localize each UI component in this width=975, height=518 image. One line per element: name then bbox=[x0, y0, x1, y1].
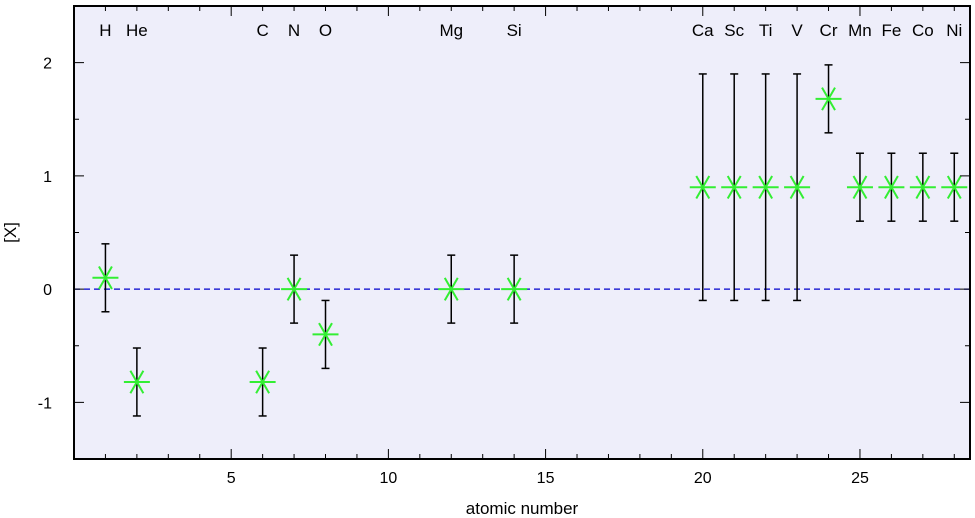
data-point bbox=[689, 175, 716, 199]
element-label: Co bbox=[912, 21, 934, 40]
x-axis-label: atomic number bbox=[466, 499, 579, 518]
data-point bbox=[281, 277, 308, 301]
element-label: Ca bbox=[692, 21, 714, 40]
data-point bbox=[846, 175, 873, 199]
x-tick-label: 15 bbox=[537, 470, 555, 487]
element-label: Ni bbox=[946, 21, 962, 40]
element-label: Cr bbox=[820, 21, 838, 40]
y-tick-label: 2 bbox=[43, 56, 52, 73]
data-point bbox=[501, 277, 528, 301]
element-labels: H He C N O Mg Si Ca Sc Ti V Cr Mn Fe Co Ni bbox=[99, 21, 962, 40]
element-label: He bbox=[126, 21, 148, 40]
x-tick-label: 25 bbox=[851, 470, 869, 487]
data-point bbox=[784, 175, 811, 199]
element-label: H bbox=[99, 21, 111, 40]
element-label: C bbox=[256, 21, 268, 40]
y-tick-label: 1 bbox=[43, 169, 52, 186]
element-label: O bbox=[319, 21, 332, 40]
x-tick-label: 10 bbox=[379, 470, 397, 487]
y-axis-label: [X] bbox=[1, 222, 20, 243]
plot-area bbox=[74, 6, 970, 459]
element-label: Mn bbox=[848, 21, 872, 40]
data-point bbox=[721, 175, 748, 199]
element-label: Sc bbox=[724, 21, 744, 40]
plot-frame bbox=[73, 5, 971, 460]
data-point bbox=[815, 87, 842, 111]
data-point bbox=[909, 175, 936, 199]
x-tick-label: 20 bbox=[694, 470, 712, 487]
data-point bbox=[249, 370, 276, 394]
data-point bbox=[123, 370, 150, 394]
data-point bbox=[878, 175, 905, 199]
element-label: Si bbox=[507, 21, 522, 40]
y-tick-label: 0 bbox=[43, 282, 52, 299]
x-tick-label: 5 bbox=[227, 470, 236, 487]
data-markers bbox=[92, 87, 968, 394]
y-tick-label: -1 bbox=[38, 395, 52, 412]
data-point bbox=[92, 266, 119, 290]
element-label: Mg bbox=[439, 21, 463, 40]
element-label: V bbox=[791, 21, 803, 40]
element-label: Fe bbox=[881, 21, 901, 40]
data-point bbox=[438, 277, 465, 301]
element-label: N bbox=[288, 21, 300, 40]
data-point bbox=[941, 175, 968, 199]
y-axis-ticks: -1 0 1 2 bbox=[38, 5, 970, 460]
element-label: Ti bbox=[759, 21, 773, 40]
data-point bbox=[312, 322, 339, 347]
data-point bbox=[752, 175, 779, 199]
